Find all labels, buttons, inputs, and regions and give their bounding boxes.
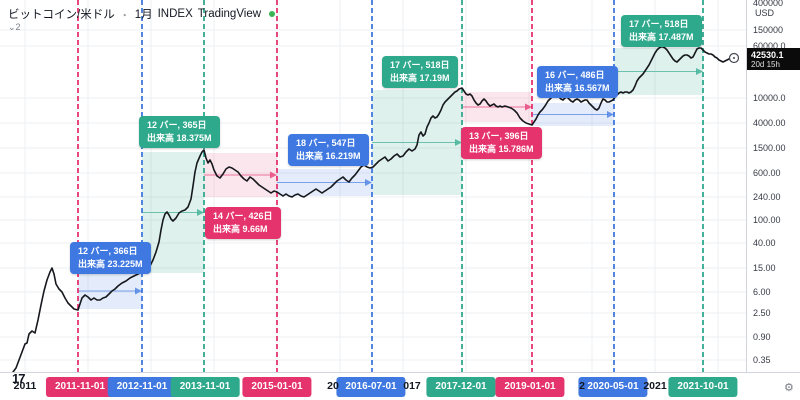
legend-separator: ・ bbox=[119, 10, 130, 22]
range-bars-days-label: 12 バー, 366日 bbox=[78, 246, 138, 256]
range-measure-callout[interactable]: 16 バー, 486日 出来高 16.567M bbox=[537, 66, 618, 98]
range-measure-callout[interactable]: 17 バー, 518日 出来高 17.19M bbox=[382, 56, 458, 88]
price-tick-label: 1500.00 bbox=[753, 143, 786, 153]
price-tick-label: 0.35 bbox=[753, 355, 771, 365]
range-arrow-icon bbox=[455, 139, 462, 146]
range-bars-days-label: 13 バー, 396日 bbox=[469, 131, 529, 141]
price-tick-label: 2.50 bbox=[753, 308, 771, 318]
price-tick-label: 400000 bbox=[753, 0, 784, 8]
price-tick-label: 40.00 bbox=[753, 238, 776, 248]
range-measure-callout[interactable]: 13 バー, 396日 出来高 15.786M bbox=[461, 127, 542, 159]
range-arrow-icon bbox=[365, 179, 372, 186]
range-date-badge[interactable]: 2012-11-01 bbox=[107, 377, 177, 397]
price-axis[interactable]: USD 400000 150000 60000.0 10000.0 4000.00 150… bbox=[746, 0, 800, 372]
bar-countdown: 20d 15h bbox=[751, 60, 780, 69]
range-date-badge[interactable]: 2019-01-01 bbox=[495, 377, 565, 397]
range-measure-callout[interactable]: 12 バー, 366日 出来高 23.225M bbox=[70, 242, 151, 274]
market-status-dot-icon bbox=[269, 11, 276, 17]
year-tick-label: 017 bbox=[403, 380, 421, 392]
range-volume-label: 出来高 17.19M bbox=[390, 73, 450, 83]
price-tick-label: 150000 bbox=[753, 25, 784, 35]
time-axis[interactable]: 2011-11-01 2012-11-01 2013-11-01 2015-01-01… bbox=[0, 372, 800, 400]
price-line-series[interactable] bbox=[6, 46, 735, 372]
year-tick-label: 20 bbox=[327, 380, 339, 392]
exchange-label: INDEX bbox=[157, 8, 193, 20]
range-arrow-icon bbox=[607, 111, 614, 118]
interval-label[interactable]: 1月 bbox=[134, 9, 153, 21]
range-volume-label: 出来高 16.219M bbox=[296, 151, 361, 161]
provider-label: TradingView bbox=[197, 8, 262, 20]
price-tick-label: 15.00 bbox=[753, 263, 776, 273]
price-tick-label: 10000.0 bbox=[753, 93, 786, 103]
range-bars-days-label: 12 バー, 365日 bbox=[147, 120, 207, 130]
range-volume-label: 出来高 23.225M bbox=[78, 259, 143, 269]
year-tick-label: 2021 bbox=[643, 380, 667, 392]
tradingview-logo[interactable]: 17 bbox=[12, 371, 26, 386]
range-measure-callout[interactable]: 18 バー, 547日 出来高 16.219M bbox=[288, 134, 369, 166]
price-tick-label: 4000.00 bbox=[753, 118, 786, 128]
range-measure-callout[interactable]: 12 バー, 365日 出来高 18.375M bbox=[139, 116, 220, 148]
last-price-value: 42530.1 bbox=[751, 50, 784, 60]
range-measure-callout[interactable]: 14 バー, 426日 出来高 9.66M bbox=[205, 207, 281, 239]
range-volume-label: 出来高 15.786M bbox=[469, 144, 534, 154]
range-volume-label: 出来高 17.487M bbox=[629, 32, 694, 42]
range-bars-days-label: 17 バー, 518日 bbox=[390, 60, 450, 70]
range-date-badge[interactable]: 2011-11-01 bbox=[45, 377, 115, 397]
price-chart-svg[interactable] bbox=[0, 0, 746, 372]
symbol-legend[interactable]: ビットコイン/米ドル ・ 1月 INDEX TradingView bbox=[8, 6, 276, 22]
price-tick-label: 600.00 bbox=[753, 168, 781, 178]
last-price-badge: 42530.1 20d 15h bbox=[747, 48, 800, 70]
range-arrow-icon bbox=[135, 287, 142, 295]
range-volume-label: 出来高 18.375M bbox=[147, 133, 212, 143]
range-arrow-icon bbox=[197, 209, 204, 216]
range-date-badge[interactable]: 2020-05-01 bbox=[578, 377, 648, 397]
range-date-badge[interactable]: 2017-12-01 bbox=[426, 377, 496, 397]
currency-label[interactable]: USD bbox=[755, 8, 775, 18]
price-tick-label: 100.00 bbox=[753, 215, 781, 225]
range-bars-days-label: 14 バー, 426日 bbox=[213, 211, 273, 221]
symbol-title[interactable]: ビットコイン/米ドル bbox=[8, 9, 115, 21]
axis-settings-gear-icon[interactable]: ⚙ bbox=[784, 382, 794, 394]
year-tick-label: 2 bbox=[579, 380, 585, 392]
year-tick-label: 2011 bbox=[13, 380, 37, 392]
price-tick-label: 60000.0 bbox=[753, 41, 786, 51]
range-date-badge[interactable]: 2016-07-01 bbox=[336, 377, 406, 397]
range-bars-days-label: 16 バー, 486日 bbox=[545, 70, 605, 80]
legend-collapse-toggle[interactable]: ⌄2 bbox=[8, 22, 21, 33]
chart-canvas[interactable]: 12 バー, 366日 出来高 23.225M 12 バー, 365日 出来高 18.… bbox=[0, 0, 746, 372]
price-tick-label: 0.90 bbox=[753, 332, 771, 342]
range-measure-callout[interactable]: 17 バー, 518日 出来高 17.487M bbox=[621, 15, 702, 47]
range-date-badge[interactable]: 2015-01-01 bbox=[242, 377, 312, 397]
hidden-indicator-count: 2 bbox=[15, 22, 21, 32]
range-volume-label: 出来高 16.567M bbox=[545, 83, 610, 93]
last-point-dot-icon bbox=[733, 57, 735, 59]
range-bars-days-label: 18 バー, 547日 bbox=[296, 138, 356, 148]
range-date-badge[interactable]: 2021-10-01 bbox=[668, 377, 738, 397]
range-volume-label: 出来高 9.66M bbox=[213, 224, 268, 234]
range-arrow-icon bbox=[270, 171, 277, 179]
price-tick-label: 6.00 bbox=[753, 287, 771, 297]
chevron-down-icon: ⌄ bbox=[8, 22, 16, 32]
range-arrow-icon bbox=[525, 103, 532, 111]
range-bars-days-label: 17 バー, 518日 bbox=[629, 19, 689, 29]
price-tick-label: 240.00 bbox=[753, 192, 781, 202]
range-arrow-icon bbox=[696, 68, 703, 75]
range-date-badge[interactable]: 2013-11-01 bbox=[170, 377, 240, 397]
